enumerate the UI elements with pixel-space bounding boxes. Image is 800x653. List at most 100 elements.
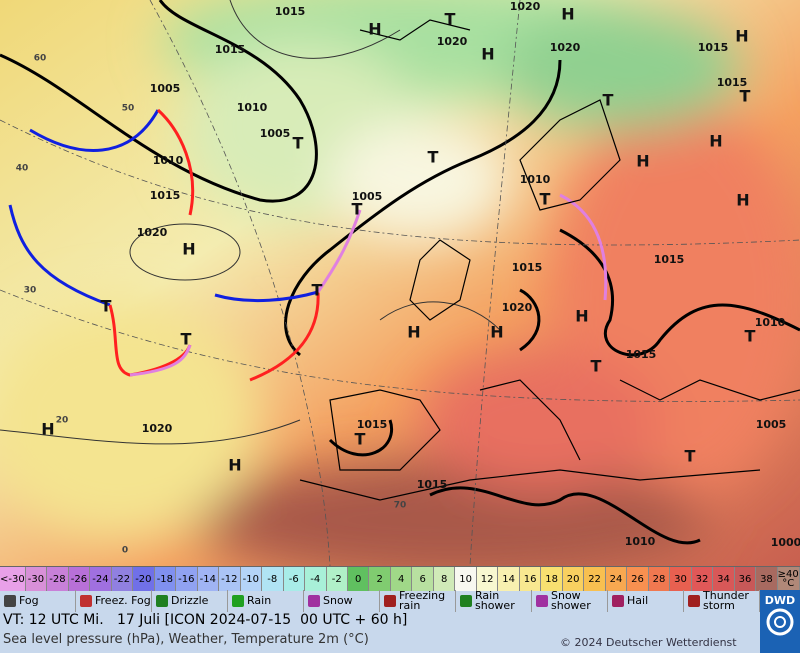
scale-cell: -8: [262, 567, 284, 591]
scale-cell: -2: [326, 567, 348, 591]
isobar-label: 1010: [153, 154, 184, 167]
pressure-center: H: [368, 20, 381, 39]
scale-cell: 2: [369, 567, 391, 591]
isobar-label: 1015: [654, 253, 685, 266]
info-panel: VT: 12 UTC Mi. 17 Juli [ICON 2024-07-15 …: [0, 612, 760, 653]
scale-cell: 6: [412, 567, 434, 591]
pressure-center: H: [561, 5, 574, 24]
legend-item: Snow shower: [532, 590, 608, 612]
pressure-center: T: [740, 87, 751, 106]
isobar-label: 1005: [260, 127, 291, 140]
isobar-label: 1015: [275, 5, 306, 18]
logo: DWD: [760, 590, 800, 653]
legend-icon: [156, 595, 168, 607]
scale-cell: 12: [476, 567, 499, 591]
scale-cell: 24: [605, 567, 628, 591]
legend-label: Freez. Fog: [95, 594, 151, 607]
scale-cell: 10: [455, 567, 477, 591]
legend-label: Thunder storm: [703, 589, 749, 612]
isobar-label: 1000: [771, 536, 800, 549]
isobar-label: 1020: [550, 41, 581, 54]
pressure-center: T: [603, 91, 614, 110]
scale-cell: -24: [90, 567, 112, 591]
pressure-center: H: [709, 132, 722, 151]
legend-icon: [4, 595, 16, 607]
legend-item: Snow: [304, 590, 380, 612]
isotherm-label: 20: [56, 416, 69, 426]
pressure-center: H: [407, 323, 420, 342]
scale-cell: 38: [756, 567, 778, 591]
pressure-center: H: [228, 456, 241, 475]
legend-label: Snow: [323, 594, 353, 607]
weather-map: 1015 1020 1015 1020 1020 1015 1005 1015 1010 1005…: [0, 0, 800, 566]
isobar-label: 1020: [510, 0, 541, 13]
isobar-label: 1010: [755, 316, 786, 329]
isobar-label: 1015: [717, 76, 748, 89]
scale-cell: 0: [347, 567, 370, 591]
weather-legend: Fog Freez. Fog Drizzle Rain Snow Freezing rai…: [0, 590, 760, 612]
scale-cell: -16: [176, 567, 198, 591]
scale-cell: 8: [433, 567, 456, 591]
isotherm-label: 50: [122, 104, 135, 114]
isobar-label: 1015: [357, 418, 388, 431]
isotherm-label: 40: [16, 164, 29, 174]
legend-label: Hail: [627, 594, 649, 607]
legend-icon: [232, 595, 244, 607]
pressure-center: H: [481, 45, 494, 64]
scale-cell: 22: [584, 567, 606, 591]
isobar-label: 1010: [520, 173, 551, 186]
legend-label: Drizzle: [171, 594, 209, 607]
isobar-label: 1005: [150, 82, 181, 95]
scale-cell: -6: [283, 567, 306, 591]
pressure-center: T: [293, 134, 304, 153]
isobar-label: 1015: [150, 189, 181, 202]
legend-item: Rain shower: [456, 590, 532, 612]
legend-icon: [612, 595, 624, 607]
scale-cell: 26: [627, 567, 649, 591]
legend-item: Hail: [608, 590, 684, 612]
copyright: © 2024 Deutscher Wetterdienst: [560, 636, 737, 649]
pressure-center: H: [736, 191, 749, 210]
pressure-center: T: [355, 430, 366, 449]
pressure-center: H: [575, 307, 588, 326]
scale-cell: 28: [648, 567, 671, 591]
scale-cell: -30: [25, 567, 48, 591]
legend-icon: [688, 595, 700, 607]
isobar-label: 1020: [502, 301, 533, 314]
legend-label: Fog: [19, 594, 39, 607]
pressure-center: T: [428, 148, 439, 167]
scale-cell: -14: [197, 567, 220, 591]
temperature-scale: <-30 -30 -28 -26 -24 -22 -20 -18 -16 -14 -12 -10 -8-…: [0, 566, 800, 591]
scale-cell: -18: [154, 567, 177, 591]
legend-item: Fog: [0, 590, 76, 612]
scale-cell: <-30: [0, 567, 26, 591]
scale-cell: -4: [305, 567, 327, 591]
pressure-center: H: [490, 323, 503, 342]
legend-item: Thunder storm: [684, 590, 760, 612]
legend-icon: [308, 595, 320, 607]
scale-cell: 20: [562, 567, 585, 591]
scale-cell: -20: [133, 567, 155, 591]
pressure-center: T: [685, 447, 696, 466]
scale-cell: 34: [713, 567, 735, 591]
scale-cell: 32: [691, 567, 714, 591]
isotherm-label: 70: [394, 501, 407, 511]
pressure-center: H: [41, 420, 54, 439]
pressure-center: T: [540, 190, 551, 209]
scale-cell: ≥40 °C: [777, 567, 800, 591]
logo-text: DWD: [764, 594, 796, 607]
legend-icon: [80, 595, 92, 607]
isobar-label: 1020: [142, 422, 173, 435]
isobar-label: 1020: [437, 35, 468, 48]
logo-swirl: [766, 608, 794, 636]
scale-cell: 36: [734, 567, 757, 591]
pressure-center: T: [312, 281, 323, 300]
isobar-label: 1015: [215, 43, 246, 56]
legend-icon: [460, 595, 472, 607]
scale-cell: -22: [111, 567, 134, 591]
legend-item: Freezing rain: [380, 590, 456, 612]
scale-cell: -28: [47, 567, 69, 591]
scale-cell: 16: [519, 567, 542, 591]
legend-label: Rain: [247, 594, 272, 607]
